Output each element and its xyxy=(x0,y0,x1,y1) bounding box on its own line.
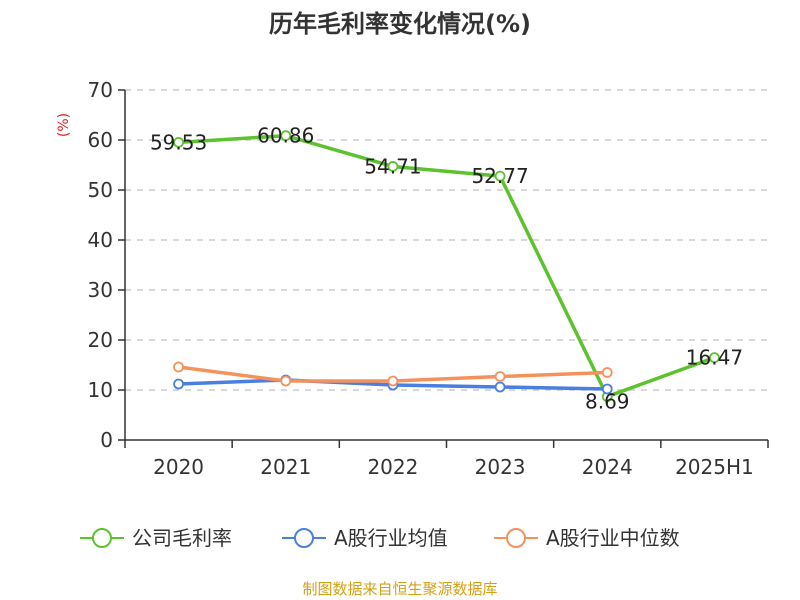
data-point xyxy=(280,130,292,142)
y-tick-label: 10 xyxy=(88,378,113,402)
data-point xyxy=(280,375,292,387)
data-label: 16.47 xyxy=(686,346,743,370)
y-tick-label: 20 xyxy=(88,328,113,352)
legend-label: A股行业均值 xyxy=(334,526,448,550)
y-tick-label: 0 xyxy=(100,428,113,452)
series-group xyxy=(173,130,720,402)
data-label: 8.69 xyxy=(585,390,630,414)
data-label: 60.86 xyxy=(257,124,314,148)
legend-marker xyxy=(294,528,314,548)
x-tick-label: 2022 xyxy=(367,455,418,479)
x-tick-label: 2024 xyxy=(582,455,633,479)
data-point xyxy=(173,378,184,390)
axes: 0 10 20 30 40 50 60 70 2020 2021 2022 2023 2024 2025H… xyxy=(88,78,769,479)
x-tick-label: 2025H1 xyxy=(675,455,754,479)
data-label: 52.77 xyxy=(471,164,528,188)
legend-marker xyxy=(506,528,526,548)
y-tick-label: 50 xyxy=(88,178,113,202)
legend-marker xyxy=(92,528,112,548)
data-point xyxy=(494,381,506,393)
data-point xyxy=(601,367,613,378)
series-line xyxy=(178,133,716,399)
grid-lines xyxy=(125,89,768,391)
data-point xyxy=(387,375,399,387)
legend: 公司毛利率 A股行业均值 A股行业中位数 xyxy=(80,526,680,550)
data-label: 59.53 xyxy=(150,130,207,154)
y-tick-label: 60 xyxy=(88,128,113,152)
y-axis-label: (%) xyxy=(56,113,72,137)
data-point xyxy=(494,170,506,182)
y-tick-label: 40 xyxy=(88,228,113,252)
legend-label: 公司毛利率 xyxy=(132,526,232,550)
data-point xyxy=(709,352,720,364)
chart-title: 历年毛利率变化情况(%) xyxy=(269,10,531,38)
x-tick-label: 2021 xyxy=(260,455,311,479)
source-note: 制图数据来自恒生聚源数据库 xyxy=(302,580,497,598)
data-labels: 59.53 60.86 54.71 52.77 8.69 16.47 xyxy=(150,124,743,414)
data-point xyxy=(173,361,184,373)
data-point xyxy=(494,371,506,382)
legend-label: A股行业中位数 xyxy=(546,526,680,550)
data-label: 54.71 xyxy=(364,154,421,178)
data-point xyxy=(173,136,184,148)
data-point xyxy=(387,161,399,172)
y-tick-label: 30 xyxy=(88,278,113,302)
x-tick-label: 2020 xyxy=(153,455,204,479)
data-point xyxy=(601,383,613,395)
y-tick-label: 70 xyxy=(88,78,113,102)
x-tick-label: 2023 xyxy=(475,455,526,479)
